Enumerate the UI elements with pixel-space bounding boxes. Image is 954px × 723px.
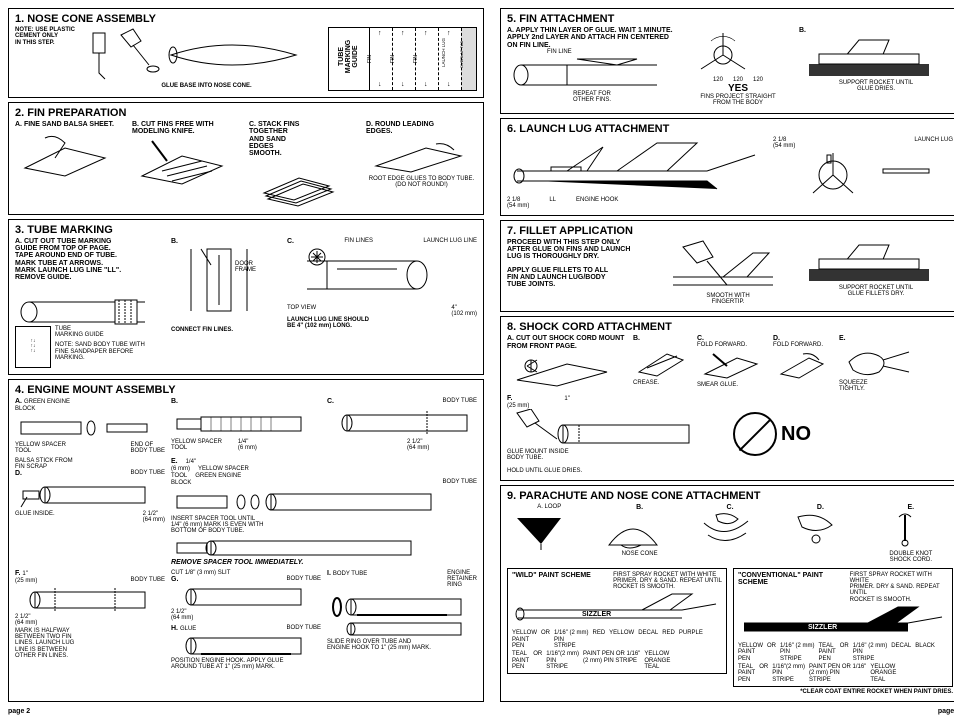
section-8-shock-cord: 8. SHOCK CORD ATTACHMENT A. CUT OUT SHOC…	[500, 316, 954, 481]
section-2-fin-prep: 2. FIN PREPARATION A. FINE SAND BALSA SH…	[8, 102, 484, 215]
s2-c: C. STACK FINS TOGETHER AND SAND EDGES SM…	[249, 121, 360, 158]
section-7-fillet: 7. FILLET APPLICATION PROCEED WITH THIS …	[500, 220, 954, 313]
page-left: 1. NOSE CONE ASSEMBLY NOTE: USE PLASTIC …	[8, 8, 484, 715]
svg-text:SIZZLER: SIZZLER	[808, 624, 837, 631]
section-5-fin-attach: 5. FIN ATTACHMENT A. APPLY THIN LAYER OF…	[500, 8, 954, 114]
section-4-engine-mount: 4. ENGINE MOUNT ASSEMBLY A. GREEN ENGINE…	[8, 379, 484, 702]
s1-note: NOTE: USE PLASTIC CEMENT ONLY IN THIS ST…	[15, 27, 85, 46]
s1-marking-guide: TUBE MARKING GUIDE FIN ↑↓ FIN ↑↓ FIN	[328, 27, 477, 91]
paint-conventional: "CONVENTIONAL" PAINT SCHEME FIRST SPRAY …	[733, 568, 953, 687]
svg-text:SIZZLER: SIZZLER	[582, 611, 611, 618]
section-2-title: 2. FIN PREPARATION	[15, 107, 477, 119]
s2-a: A. FINE SAND BALSA SHEET.	[15, 121, 126, 128]
paint-wild: "WILD" PAINT SCHEME FIRST SPRAY ROCKET W…	[507, 568, 727, 675]
section-1-title: 1. NOSE CONE ASSEMBLY	[15, 13, 477, 25]
s1-diagram: GLUE BASE INTO NOSE CONE.	[91, 27, 322, 89]
page-2-footer: page 2	[8, 708, 484, 715]
section-3-title: 3. TUBE MARKING	[15, 224, 477, 236]
s3-a: A. CUT OUT TUBE MARKING GUIDE FROM TOP O…	[15, 238, 165, 282]
page-3-footer: page 3	[500, 708, 954, 715]
section-3-tube-marking: 3. TUBE MARKING A. CUT OUT TUBE MARKING …	[8, 219, 484, 375]
no-icon	[733, 412, 777, 456]
section-6-launch-lug: 6. LAUNCH LUG ATTACHMENT 2 1/8 (54 mm) L…	[500, 118, 954, 216]
s2-b: B. CUT FINS FREE WITH MODELING KNIFE.	[132, 121, 243, 136]
section-1-nose-cone: 1. NOSE CONE ASSEMBLY NOTE: USE PLASTIC …	[8, 8, 484, 98]
page-right: 5. FIN ATTACHMENT A. APPLY THIN LAYER OF…	[500, 8, 954, 715]
s2-d: D. ROUND LEADING EDGES.	[366, 121, 477, 136]
section-4-title: 4. ENGINE MOUNT ASSEMBLY	[15, 384, 477, 396]
s2-foot: ROOT EDGE GLUES TO BODY TUBE. (DO NOT RO…	[366, 176, 477, 189]
s1-caption: GLUE BASE INTO NOSE CONE.	[91, 83, 322, 89]
section-9-parachute: 9. PARACHUTE AND NOSE CONE ATTACHMENT A.…	[500, 485, 954, 702]
